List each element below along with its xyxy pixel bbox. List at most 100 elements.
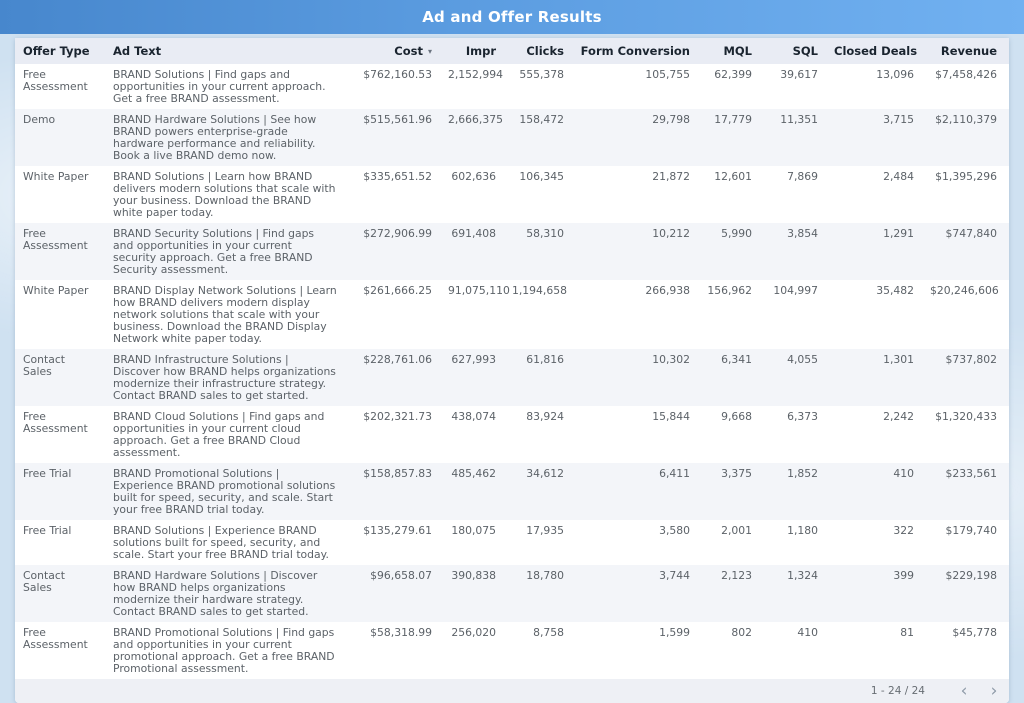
- cell-offer_type: Contact Sales: [23, 353, 66, 378]
- cell-impr: 691,408: [451, 227, 496, 240]
- cell-ad_text: BRAND Solutions | Experience BRAND solut…: [113, 524, 329, 561]
- cell-ad_text: BRAND Promotional Solutions | Find gaps …: [113, 626, 335, 675]
- column-header-revenue[interactable]: Revenue: [922, 38, 1009, 64]
- cell-form_conversion: 15,844: [652, 410, 690, 423]
- column-header-closed_deals[interactable]: Closed Deals: [826, 38, 922, 64]
- cell-offer_type: Contact Sales: [23, 569, 66, 594]
- cell-clicks: 158,472: [519, 113, 564, 126]
- cell-closed_deals: 2,242: [883, 410, 914, 423]
- column-header-impr[interactable]: Impr: [440, 38, 504, 64]
- cell-form_conversion: 266,938: [645, 284, 690, 297]
- cell-offer_type: Free Trial: [23, 524, 72, 537]
- column-header-form_conversion[interactable]: Form Conversion: [572, 38, 698, 64]
- results-table-card: Offer Type Ad Text Cost ▾ Impr Clicks Form Con…: [15, 38, 1009, 703]
- cell-cost: $261,666.25: [363, 284, 432, 297]
- title-bar: Ad and Offer Results: [0, 0, 1024, 34]
- cell-ad_text: BRAND Security Solutions | Find gaps and…: [113, 227, 315, 276]
- pagination-range: 1 - 24 / 24: [870, 685, 925, 697]
- cell-mql: 6,341: [721, 353, 752, 366]
- cell-sql: 1,180: [787, 524, 818, 537]
- cell-revenue: $2,110,379: [935, 113, 997, 126]
- table-body: Free Assessment BRAND Solutions | Find ga…: [15, 64, 1009, 679]
- header-row: Offer Type Ad Text Cost ▾ Impr Clicks Form Con…: [15, 38, 1009, 64]
- cell-cost: $96,658.07: [370, 569, 432, 582]
- cell-sql: 4,055: [787, 353, 818, 366]
- cell-cost: $335,651.52: [363, 170, 432, 183]
- pagination-bar: 1 - 24 / 24 ‹ ›: [15, 679, 1009, 703]
- cell-ad_text: BRAND Promotional Solutions | Experience…: [113, 467, 336, 516]
- cell-impr: 438,074: [451, 410, 496, 423]
- cell-impr: 602,636: [451, 170, 496, 183]
- cell-cost: $762,160.53: [363, 68, 432, 81]
- cell-revenue: $20,246,606: [930, 284, 999, 297]
- cell-revenue: $737,802: [945, 353, 997, 366]
- cell-offer_type: White Paper: [23, 170, 89, 183]
- cell-cost: $515,561.96: [363, 113, 432, 126]
- cell-closed_deals: 399: [893, 569, 914, 582]
- cell-revenue: $1,320,433: [935, 410, 997, 423]
- next-page-icon[interactable]: ›: [990, 681, 998, 701]
- cell-form_conversion: 3,744: [659, 569, 690, 582]
- column-header-sql[interactable]: SQL: [760, 38, 826, 64]
- table-row: Demo BRAND Hardware Solutions | See how B…: [15, 109, 1009, 166]
- column-header-offer_type[interactable]: Offer Type: [15, 38, 105, 64]
- column-header-cost[interactable]: Cost ▾: [345, 38, 440, 64]
- cell-ad_text: BRAND Display Network Solutions | Learn …: [113, 284, 337, 345]
- cell-ad_text: BRAND Infrastructure Solutions | Discove…: [113, 353, 336, 402]
- cell-clicks: 106,345: [519, 170, 564, 183]
- cell-cost: $135,279.61: [363, 524, 432, 537]
- cell-closed_deals: 3,715: [883, 113, 914, 126]
- cell-closed_deals: 1,291: [883, 227, 914, 240]
- cell-revenue: $229,198: [945, 569, 997, 582]
- table-row: Free Assessment BRAND Promotional Solutio…: [15, 622, 1009, 679]
- cell-closed_deals: 2,484: [883, 170, 914, 183]
- cell-mql: 3,375: [721, 467, 752, 480]
- prev-page-icon[interactable]: ‹: [960, 681, 968, 701]
- cell-offer_type: Demo: [23, 113, 56, 126]
- cell-form_conversion: 1,599: [659, 626, 690, 639]
- column-header-clicks[interactable]: Clicks: [504, 38, 572, 64]
- sort-descending-icon: ▾: [427, 47, 432, 56]
- table-row: Contact Sales BRAND Hardware Solutions | …: [15, 565, 1009, 622]
- cell-sql: 6,373: [787, 410, 818, 423]
- column-header-ad_text[interactable]: Ad Text: [105, 38, 345, 64]
- cell-ad_text: BRAND Hardware Solutions | Discover how …: [113, 569, 318, 618]
- cell-mql: 62,399: [714, 68, 752, 81]
- cell-cost: $58,318.99: [370, 626, 432, 639]
- cell-form_conversion: 21,872: [652, 170, 690, 183]
- cell-offer_type: Free Trial: [23, 467, 72, 480]
- table-row: Free Assessment BRAND Cloud Solutions | F…: [15, 406, 1009, 463]
- cell-clicks: 61,816: [526, 353, 564, 366]
- cell-mql: 2,123: [721, 569, 752, 582]
- cell-impr: 2,666,375: [448, 113, 503, 126]
- cell-revenue: $1,395,296: [935, 170, 997, 183]
- cell-impr: 180,075: [451, 524, 496, 537]
- cell-offer_type: Free Assessment: [23, 410, 88, 435]
- cell-cost: $228,761.06: [363, 353, 432, 366]
- cell-cost: $158,857.83: [363, 467, 432, 480]
- cell-mql: 802: [731, 626, 752, 639]
- cell-mql: 5,990: [721, 227, 752, 240]
- cell-sql: 104,997: [773, 284, 818, 297]
- cell-clicks: 8,758: [533, 626, 564, 639]
- cell-offer_type: Free Assessment: [23, 626, 88, 651]
- cell-revenue: $179,740: [945, 524, 997, 537]
- cell-mql: 17,779: [714, 113, 752, 126]
- cell-impr: 91,075,110: [448, 284, 510, 297]
- cell-offer_type: White Paper: [23, 284, 89, 297]
- cell-clicks: 83,924: [526, 410, 564, 423]
- cell-impr: 390,838: [451, 569, 496, 582]
- cell-sql: 39,617: [780, 68, 818, 81]
- cell-revenue: $45,778: [952, 626, 997, 639]
- cell-ad_text: BRAND Solutions | Learn how BRAND delive…: [113, 170, 336, 219]
- table-row: Contact Sales BRAND Infrastructure Soluti…: [15, 349, 1009, 406]
- cell-cost: $202,321.73: [363, 410, 432, 423]
- cell-mql: 9,668: [721, 410, 752, 423]
- cell-form_conversion: 10,302: [652, 353, 690, 366]
- cell-offer_type: Free Assessment: [23, 227, 88, 252]
- column-header-mql[interactable]: MQL: [698, 38, 760, 64]
- cell-form_conversion: 10,212: [652, 227, 690, 240]
- cell-clicks: 17,935: [526, 524, 564, 537]
- cell-revenue: $233,561: [945, 467, 997, 480]
- cell-form_conversion: 3,580: [659, 524, 690, 537]
